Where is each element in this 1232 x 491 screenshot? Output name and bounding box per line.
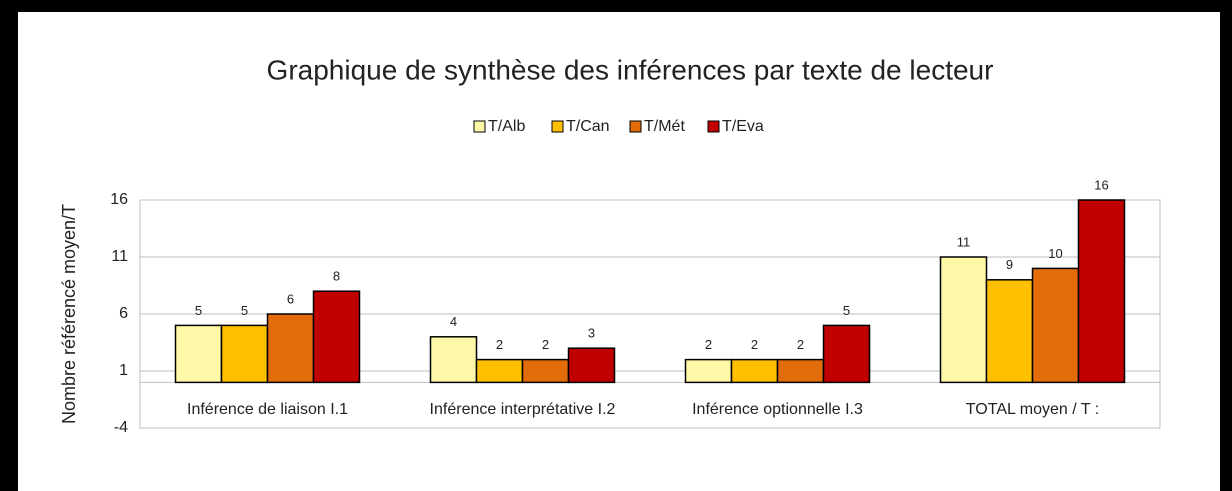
- bar: [312, 290, 361, 384]
- x-tick-label: TOTAL moyen / T :: [966, 401, 1099, 418]
- y-tick-label: -4: [114, 419, 128, 436]
- data-label: 2: [705, 337, 712, 352]
- y-tick-label: 11: [111, 248, 128, 265]
- legend-swatch: [707, 120, 720, 133]
- data-label: 2: [496, 337, 503, 352]
- legend-swatch: [629, 120, 642, 133]
- bar: [776, 358, 825, 384]
- bar: [429, 336, 478, 384]
- data-label: 8: [333, 269, 340, 284]
- bar: [475, 358, 524, 384]
- data-label: 9: [1006, 257, 1013, 272]
- data-label: 5: [241, 303, 248, 318]
- y-tick-label: 1: [119, 362, 128, 379]
- data-label: 10: [1048, 246, 1062, 261]
- legend-label: T/Alb: [488, 118, 525, 135]
- bar: [1077, 199, 1126, 384]
- y-tick-label: 16: [110, 191, 128, 208]
- data-label: 2: [751, 337, 758, 352]
- bar: [1031, 267, 1080, 384]
- data-label: 2: [542, 337, 549, 352]
- data-label: 3: [588, 326, 595, 341]
- chart-background: [18, 12, 1220, 491]
- legend-swatch: [473, 120, 486, 133]
- x-tick-label: Inférence optionnelle I.3: [692, 401, 863, 418]
- bar: [822, 324, 871, 384]
- bar: [730, 358, 779, 384]
- bar: [939, 256, 988, 384]
- legend-swatch: [551, 120, 564, 133]
- bar: [174, 324, 223, 384]
- bar: [985, 279, 1034, 384]
- data-label: 5: [195, 303, 202, 318]
- x-tick-label: Inférence de liaison I.1: [187, 401, 348, 418]
- legend-label: T/Mét: [644, 118, 685, 135]
- legend-label: T/Can: [566, 118, 610, 135]
- y-axis-label: Nombre référencé moyen/T: [59, 204, 79, 424]
- data-label: 16: [1094, 177, 1108, 192]
- data-label: 2: [797, 337, 804, 352]
- bar: [220, 324, 269, 384]
- bar: [684, 358, 733, 384]
- data-label: 4: [450, 314, 457, 329]
- x-tick-label: Inférence interprétative I.2: [430, 401, 616, 418]
- data-label: 5: [843, 303, 850, 318]
- bar: [567, 347, 616, 384]
- chart-title: Graphique de synthèse des inférences par…: [267, 54, 994, 85]
- y-tick-label: 6: [119, 305, 128, 322]
- data-label: 11: [957, 234, 971, 249]
- bar: [266, 313, 315, 384]
- legend-label: T/Eva: [722, 118, 764, 135]
- data-label: 6: [287, 291, 294, 306]
- bar: [521, 358, 570, 384]
